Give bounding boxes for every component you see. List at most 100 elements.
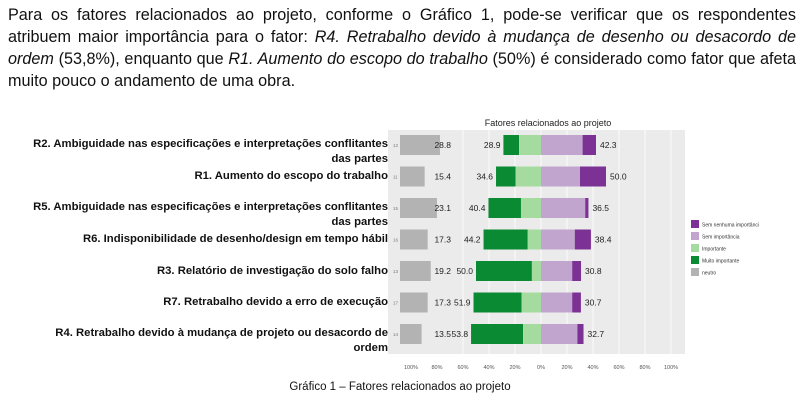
legend-label: Sem importância xyxy=(702,235,740,241)
legend-swatch xyxy=(691,244,699,252)
x-tick-label: 20% xyxy=(561,365,572,371)
row-label: R3. Relatório de investigação do solo fa… xyxy=(8,264,388,279)
chart-title: Fatores relacionados ao projeto xyxy=(485,118,612,128)
row-code: 16 xyxy=(393,238,399,243)
neutral-value-label: 13.5 xyxy=(434,329,451,339)
row-code: 11 xyxy=(393,175,398,180)
sem-nenhuma-importancia-bar xyxy=(585,198,589,218)
legend-swatch xyxy=(691,256,699,264)
sem-importancia-bar xyxy=(541,198,586,218)
muito-importante-bar xyxy=(496,166,516,187)
important-total-label: 40.4 xyxy=(469,203,486,213)
x-tick-label: 40% xyxy=(483,365,494,371)
x-tick-label: 60% xyxy=(613,365,624,371)
row-label: R6. Indisponibilidade de desenho/design … xyxy=(8,232,388,247)
neutral-bar xyxy=(400,261,431,281)
row-label-line: R3. Relatório de investigação do solo fa… xyxy=(156,264,388,277)
unimportant-total-label: 30.8 xyxy=(585,266,602,276)
unimportant-total-label: 32.7 xyxy=(588,329,605,339)
sem-nenhuma-importancia-bar xyxy=(572,292,581,313)
importante-bar xyxy=(515,166,541,187)
x-tick-label: 60% xyxy=(457,365,468,371)
x-tick-label: 80% xyxy=(431,365,442,371)
neutral-bar xyxy=(400,166,425,187)
x-tick-label: 20% xyxy=(509,365,520,371)
importante-bar xyxy=(523,324,541,344)
sem-importancia-bar xyxy=(541,229,575,250)
intro-part-3: (50%) é considerado como fator que afeta… xyxy=(8,50,797,90)
legend-label: Sem nenhuma importânci xyxy=(702,223,759,229)
x-tick-label: 100% xyxy=(404,365,418,371)
importante-bar xyxy=(521,292,541,313)
sem-nenhuma-importancia-bar xyxy=(582,135,596,155)
muito-importante-bar xyxy=(483,229,528,250)
important-total-label: 34.6 xyxy=(476,172,493,182)
legend-label: Importante xyxy=(702,247,726,253)
legend-swatch xyxy=(691,220,699,228)
x-tick-label: 100% xyxy=(664,365,678,371)
neutral-value-label: 17.3 xyxy=(434,298,451,308)
muito-importante-bar xyxy=(488,198,521,218)
unimportant-total-label: 42.3 xyxy=(600,140,617,150)
muito-importante-bar xyxy=(473,292,522,313)
sem-nenhuma-importancia-bar xyxy=(574,229,591,250)
intro-paragraph: Para os fatores relacionados ao projeto,… xyxy=(8,4,796,92)
row-label-line: das partes xyxy=(331,153,388,165)
legend-swatch xyxy=(691,268,699,276)
unimportant-total-label: 36.5 xyxy=(592,203,609,213)
neutral-bar xyxy=(400,324,422,344)
intro-part-1: Para os fatores relacionados ao projeto,… xyxy=(8,6,796,46)
neutral-value-label: 19.2 xyxy=(434,266,451,276)
row-label-line: R7. Retrabalho devido a erro de execução xyxy=(163,296,388,308)
unimportant-total-label: 30.7 xyxy=(585,298,602,308)
neutral-bar xyxy=(400,229,428,250)
x-tick-label: 40% xyxy=(587,365,598,371)
x-tick-label: 80% xyxy=(639,365,650,371)
importante-bar xyxy=(531,261,541,281)
neutral-value-label: 28.8 xyxy=(434,140,451,150)
figure-caption: Gráfico 1 – Fatores relacionados ao proj… xyxy=(289,381,511,393)
x-tick-label: 0% xyxy=(537,365,545,371)
sem-importancia-bar xyxy=(541,135,583,155)
row-code: 17 xyxy=(393,301,399,306)
important-total-label: 53.8 xyxy=(452,329,469,339)
unimportant-total-label: 38.4 xyxy=(595,235,612,245)
important-total-label: 28.9 xyxy=(484,140,501,150)
legend-label: Muito importante xyxy=(702,259,739,265)
important-total-label: 51.9 xyxy=(454,298,471,308)
unimportant-total-label: 50.0 xyxy=(610,172,627,182)
row-label: R7. Retrabalho devido a erro de execução xyxy=(8,295,388,310)
row-label-line: das partes xyxy=(331,216,388,228)
row-label-line: ordem xyxy=(353,342,388,354)
neutral-bar xyxy=(400,292,428,313)
sem-importancia-bar xyxy=(541,166,580,187)
row-label-line: R2. Ambiguidade nas especificações e int… xyxy=(33,138,388,150)
sem-nenhuma-importancia-bar xyxy=(572,261,582,281)
row-code: 14 xyxy=(393,332,399,337)
sem-nenhuma-importancia-bar xyxy=(580,166,606,187)
row-code: 13 xyxy=(393,269,399,274)
row-code: 12 xyxy=(393,143,399,148)
row-label: R4. Retrabalho devido à mudança de proje… xyxy=(8,326,388,356)
row-label: R5. Ambiguidade nas especificações e int… xyxy=(8,200,388,230)
neutral-value-label: 17.3 xyxy=(434,235,451,245)
row-label-line: R4. Retrabalho devido à mudança de proje… xyxy=(55,327,388,339)
row-label-line: R6. Indisponibilidade de desenho/design … xyxy=(82,233,388,245)
muito-importante-bar xyxy=(476,261,532,281)
important-total-label: 50.0 xyxy=(456,266,473,276)
likert-chart: Fatores relacionados ao projeto 100% 80% 60… xyxy=(388,118,759,371)
neutral-bar xyxy=(400,198,437,218)
row-label: R1. Aumento do escopo do trabalho xyxy=(8,169,388,184)
legend-label: neutro xyxy=(702,271,716,277)
legend-swatch xyxy=(691,232,699,240)
neutral-value-label: 15.4 xyxy=(434,172,451,182)
row-label-line: R1. Aumento do escopo do trabalho xyxy=(194,170,388,182)
sem-nenhuma-importancia-bar xyxy=(577,324,584,344)
sem-importancia-bar xyxy=(541,292,573,313)
neutral-bar xyxy=(400,135,440,155)
sem-importancia-bar xyxy=(541,324,578,344)
row-code: 15 xyxy=(393,206,399,211)
row-label: R2. Ambiguidade nas especificações e int… xyxy=(8,137,388,167)
sem-importancia-bar xyxy=(541,261,573,281)
importante-bar xyxy=(519,135,541,155)
